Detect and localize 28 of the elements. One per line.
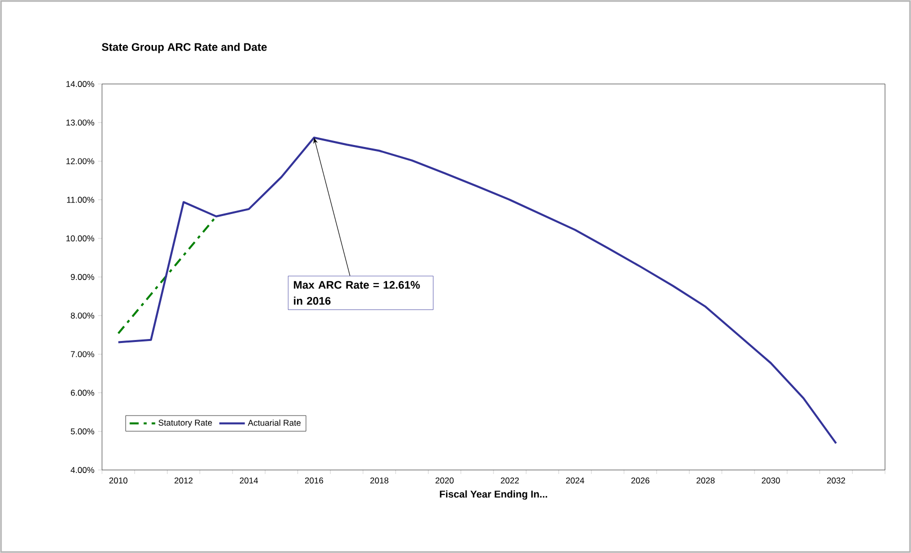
y-tick-label: 4.00% bbox=[70, 466, 94, 473]
y-tick-label: 7.00% bbox=[70, 351, 94, 358]
y-tick-label: 8.00% bbox=[70, 312, 94, 319]
legend-label: Statutory Rate bbox=[158, 420, 212, 428]
chart-title: State Group ARC Rate and Date bbox=[102, 42, 267, 54]
y-tick-label: 11.00% bbox=[67, 196, 94, 203]
y-tick-label: 6.00% bbox=[70, 390, 94, 396]
x-tick-label: 2016 bbox=[305, 478, 324, 484]
annotation: Max ARC Rate = 12.61% in 2016 bbox=[294, 281, 420, 305]
y-tick-label: 5.00% bbox=[70, 428, 94, 434]
legend-label: Actuarial Rate bbox=[248, 420, 301, 426]
x-tick-label: 2018 bbox=[370, 478, 388, 484]
x-tick-label: 2014 bbox=[240, 478, 258, 484]
x-tick-label: 2028 bbox=[696, 478, 715, 484]
x-tick-label: 2024 bbox=[566, 478, 584, 484]
y-tick-label: 9.00% bbox=[70, 274, 94, 280]
x-tick-label: 2010 bbox=[109, 478, 128, 484]
x-tick-label: 2012 bbox=[174, 478, 193, 484]
x-tick-label: 2030 bbox=[762, 478, 780, 484]
y-tick-label: 13.00% bbox=[66, 120, 94, 126]
y-tick-label: 10.00% bbox=[66, 235, 94, 242]
x-axis-title: Fiscal Year Ending In... bbox=[440, 490, 548, 500]
y-tick-label: 14.00% bbox=[66, 80, 94, 87]
y-tick-label: 12.00% bbox=[66, 158, 94, 164]
x-tick-label: 2020 bbox=[436, 478, 454, 484]
x-tick-label: 2022 bbox=[500, 478, 519, 484]
x-tick-label: 2026 bbox=[631, 478, 650, 484]
x-tick-label: 2032 bbox=[827, 478, 846, 484]
